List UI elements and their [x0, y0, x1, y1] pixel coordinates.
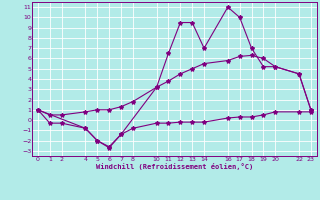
X-axis label: Windchill (Refroidissement éolien,°C): Windchill (Refroidissement éolien,°C): [96, 163, 253, 170]
